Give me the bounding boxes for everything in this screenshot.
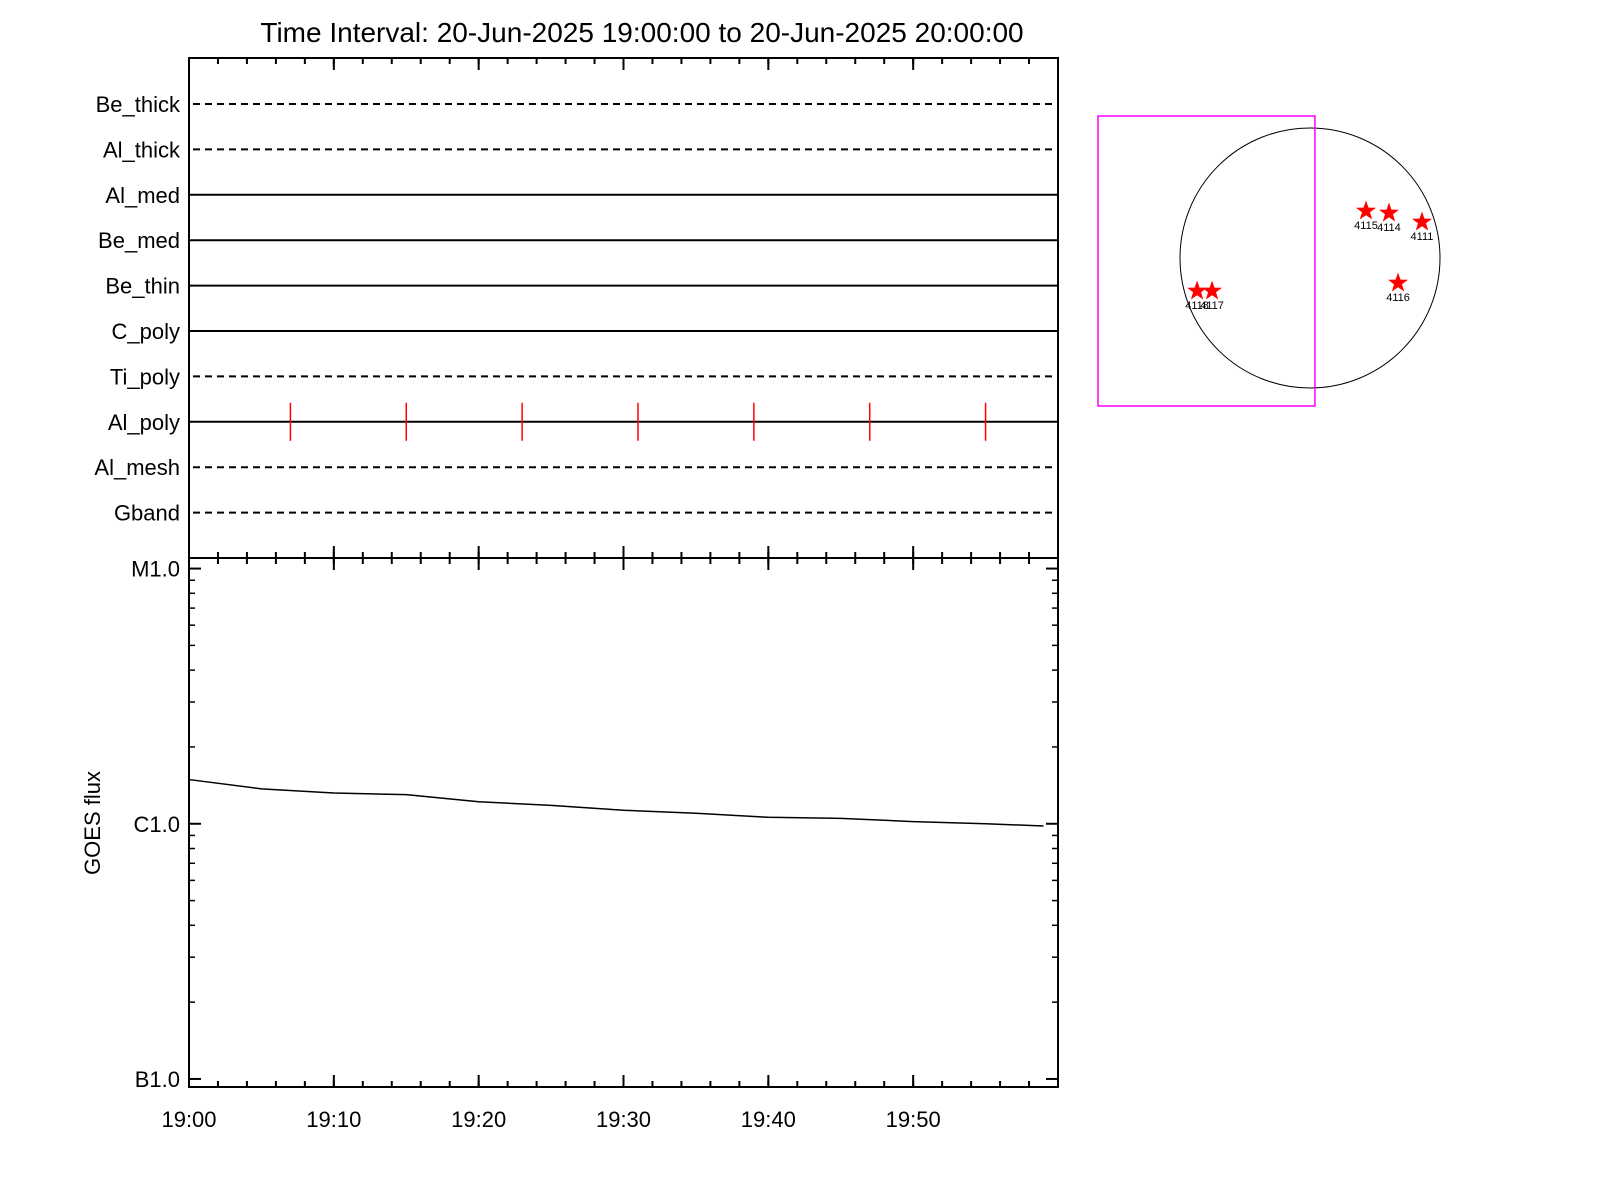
timeline-frame [188, 57, 1059, 559]
active-region [1202, 280, 1222, 300]
y-tick-label: C1.0 [134, 812, 180, 837]
row-label: Al_thick [103, 137, 181, 162]
x-tick-label: 19:50 [886, 1107, 941, 1132]
active-region [1356, 200, 1376, 220]
row-label: Be_thin [105, 274, 180, 299]
x-tick-label: 19:00 [161, 1107, 216, 1132]
row-label: Ti_poly [110, 364, 180, 389]
solar-disk [1179, 127, 1441, 389]
row-label: Gband [114, 501, 180, 526]
region-label: 4111 [1411, 231, 1434, 243]
flux-line [188, 778, 1044, 827]
region-label: 4117 [1200, 300, 1224, 312]
row-label: Be_thick [96, 92, 181, 117]
row-label: Al_poly [108, 410, 180, 435]
active-region [1379, 202, 1399, 222]
x-tick-label: 19:40 [741, 1107, 796, 1132]
field-of-view [1097, 115, 1316, 407]
x-tick-label: 19:10 [306, 1107, 361, 1132]
y-tick-label: M1.0 [131, 557, 180, 582]
active-region [1388, 272, 1408, 292]
row-label: Be_med [98, 228, 180, 253]
row-label: C_poly [112, 319, 180, 344]
active-region [1187, 280, 1207, 300]
active-region [1412, 211, 1432, 231]
region-label: 4115 [1354, 220, 1378, 232]
y-axis-label: GOES flux [80, 771, 105, 875]
region-label: 4118 [1185, 300, 1209, 312]
y-tick-label: B1.0 [135, 1067, 180, 1092]
region-label: 4114 [1377, 222, 1401, 234]
chart-title: Time Interval: 20-Jun-2025 19:00:00 to 2… [260, 17, 1023, 48]
row-label: Al_mesh [94, 455, 180, 480]
region-label: 4116 [1386, 292, 1410, 304]
x-tick-label: 19:20 [451, 1107, 506, 1132]
x-tick-label: 19:30 [596, 1107, 651, 1132]
row-label: Al_med [105, 183, 180, 208]
